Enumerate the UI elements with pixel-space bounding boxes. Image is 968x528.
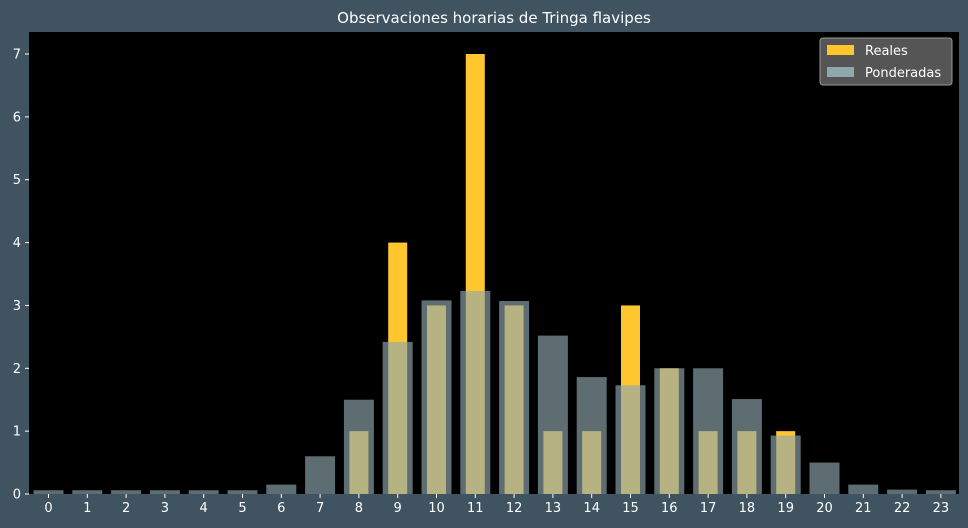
bar-ponderadas-7 — [305, 456, 336, 494]
bar-ponderadas-23 — [925, 490, 956, 494]
x-tick-label-10: 10 — [428, 501, 445, 516]
x-tick-label-23: 23 — [933, 501, 950, 516]
y-tick-label-0: 0 — [13, 488, 21, 503]
y-tick-label-7: 7 — [13, 48, 21, 63]
x-tick-label-7: 7 — [316, 501, 324, 516]
bar-ponderadas-1 — [72, 490, 103, 494]
y-tick-label-6: 6 — [13, 110, 21, 125]
y-tick-label-5: 5 — [13, 173, 21, 188]
legend-swatch-ponderadas — [827, 67, 854, 77]
bar-ponderadas-14 — [576, 377, 607, 494]
bar-ponderadas-13 — [537, 335, 568, 494]
legend-swatch-reales — [827, 45, 854, 55]
y-tick-label-3: 3 — [13, 299, 21, 314]
bar-ponderadas-15 — [615, 385, 646, 494]
x-tick-label-17: 17 — [700, 501, 717, 516]
bar-ponderadas-8 — [343, 399, 374, 494]
bar-ponderadas-18 — [731, 399, 762, 494]
x-tick-label-18: 18 — [739, 501, 756, 516]
bar-ponderadas-5 — [227, 490, 258, 494]
x-tick-label-19: 19 — [777, 501, 794, 516]
x-tick-label-5: 5 — [238, 501, 246, 516]
x-tick-label-20: 20 — [816, 501, 833, 516]
legend-label-ponderadas: Ponderadas — [865, 66, 941, 81]
x-tick-label-0: 0 — [44, 501, 52, 516]
weighted-bars-group — [33, 290, 956, 494]
bar-ponderadas-16 — [654, 368, 685, 494]
bar-ponderadas-2 — [111, 490, 142, 494]
bar-ponderadas-9 — [382, 341, 413, 494]
y-axis: 0 1 2 3 4 5 6 7 — [13, 48, 29, 503]
y-tick-label-2: 2 — [13, 362, 21, 377]
bar-ponderadas-12 — [499, 301, 530, 494]
x-tick-label-22: 22 — [894, 501, 911, 516]
plot-area — [29, 32, 959, 494]
bar-ponderadas-4 — [188, 490, 219, 494]
x-tick-label-1: 1 — [83, 501, 91, 516]
bar-ponderadas-17 — [693, 368, 724, 494]
y-tick-label-1: 1 — [13, 425, 21, 440]
x-tick-label-11: 11 — [467, 501, 484, 516]
bar-ponderadas-22 — [887, 489, 918, 494]
bar-ponderadas-6 — [266, 484, 297, 494]
x-tick-label-6: 6 — [277, 501, 285, 516]
legend-label-reales: Reales — [865, 44, 908, 59]
x-tick-label-15: 15 — [622, 501, 639, 516]
x-tick-label-9: 9 — [394, 501, 402, 516]
x-axis: 0 1 2 3 4 5 6 7 8 9 10 11 12 13 14 15 16 17 18 19 20 21 22 23 — [44, 494, 949, 516]
x-tick-label-4: 4 — [200, 501, 208, 516]
x-tick-label-21: 21 — [855, 501, 872, 516]
legend: Reales Ponderadas — [819, 37, 953, 86]
bar-ponderadas-20 — [809, 462, 840, 494]
x-tick-label-13: 13 — [545, 501, 562, 516]
bar-ponderadas-21 — [848, 484, 879, 494]
x-tick-label-16: 16 — [661, 501, 678, 516]
bar-ponderadas-10 — [421, 300, 452, 494]
chart-title: Observaciones horarias de Tringa flavipe… — [337, 9, 651, 27]
bar-ponderadas-19 — [770, 435, 801, 494]
x-tick-label-3: 3 — [161, 501, 169, 516]
x-tick-label-8: 8 — [355, 501, 363, 516]
bar-ponderadas-11 — [460, 290, 491, 494]
bar-ponderadas-3 — [149, 490, 180, 494]
x-tick-label-14: 14 — [583, 501, 600, 516]
y-tick-label-4: 4 — [13, 236, 21, 251]
x-tick-label-12: 12 — [506, 501, 523, 516]
bar-ponderadas-0 — [33, 490, 64, 494]
x-tick-label-2: 2 — [122, 501, 130, 516]
